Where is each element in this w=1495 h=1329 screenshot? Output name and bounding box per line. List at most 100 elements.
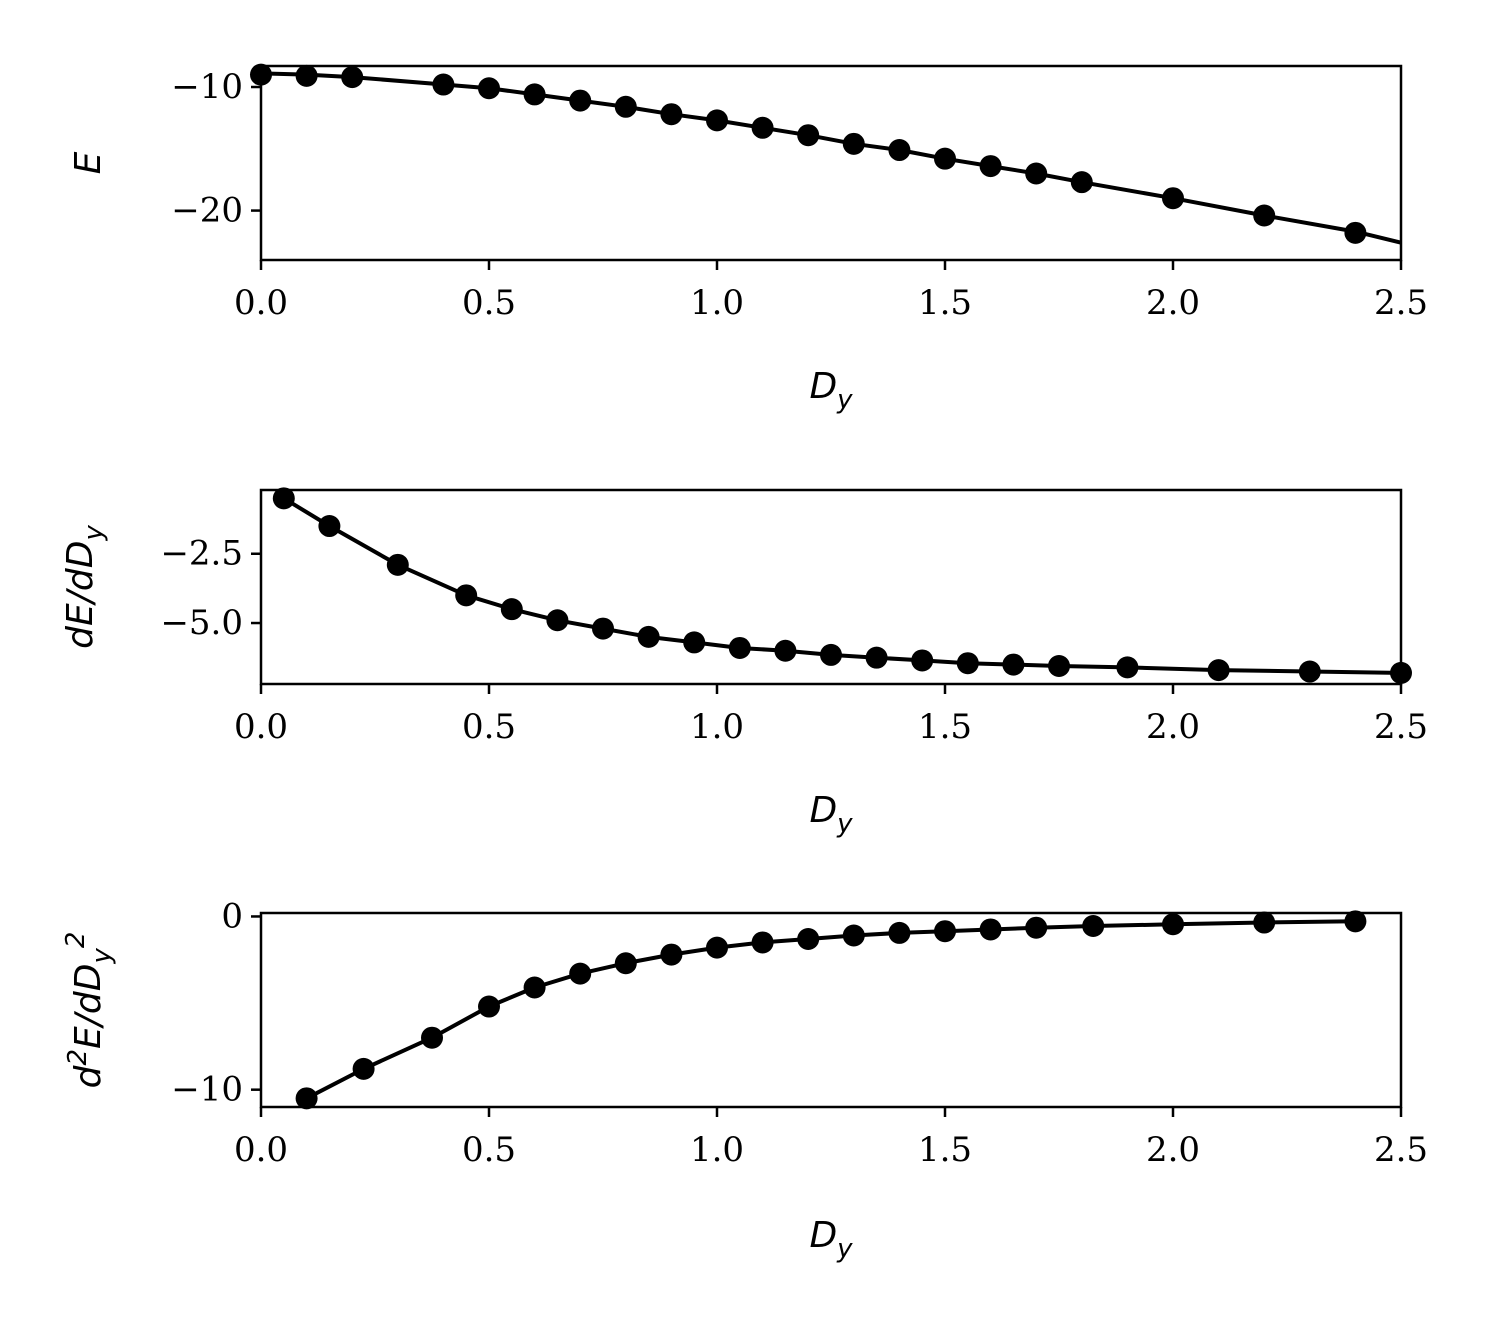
data-point — [352, 1057, 375, 1080]
x-tick-label: 0.0 — [234, 283, 288, 323]
data-point — [592, 617, 614, 640]
data-point — [523, 83, 546, 106]
data-point — [1025, 916, 1048, 939]
data-point — [660, 943, 683, 966]
data-point — [1048, 654, 1070, 677]
data-point — [546, 609, 569, 632]
data-point — [1162, 913, 1184, 936]
data-point — [797, 124, 820, 147]
y-axis-label: E — [68, 151, 109, 174]
x-tick-label: 2.5 — [1374, 283, 1428, 323]
data-point — [250, 63, 272, 86]
data-point — [432, 73, 455, 96]
data-point — [979, 918, 1002, 941]
data-point — [1162, 187, 1184, 210]
data-point — [421, 1026, 443, 1049]
x-tick-label: 2.5 — [1374, 707, 1428, 747]
data-point — [706, 936, 728, 959]
data-point — [728, 636, 751, 659]
data-point — [295, 1087, 318, 1110]
x-axis-label: Dy — [809, 790, 853, 839]
data-point — [569, 89, 592, 112]
data-point — [569, 962, 592, 985]
x-tick-label: 2.5 — [1374, 1130, 1428, 1170]
data-point — [1344, 221, 1367, 244]
x-axis-label: Dy — [809, 1215, 853, 1264]
y-tick-label: −5.0 — [160, 603, 243, 643]
data-point — [341, 66, 364, 89]
data-point — [797, 927, 820, 950]
data-point — [1025, 162, 1048, 185]
x-tick-label: 1.0 — [690, 707, 744, 747]
x-tick-label: 0.0 — [234, 1130, 288, 1170]
x-axis-label: Dy — [809, 366, 853, 415]
data-point — [660, 103, 683, 126]
x-tick-label: 2.0 — [1146, 1130, 1200, 1170]
plot-frame — [259, 64, 1403, 262]
y-axis-label: dE/dDy — [60, 525, 109, 649]
data-point — [911, 649, 934, 672]
x-tick-label: 1.0 — [690, 1130, 744, 1170]
series-line — [261, 71, 1401, 245]
data-point — [1253, 204, 1276, 227]
data-point — [706, 109, 728, 132]
data-point — [1390, 661, 1412, 684]
data-point — [683, 631, 706, 654]
data-point — [614, 95, 637, 118]
data-point — [1082, 914, 1105, 937]
data-point — [1207, 659, 1230, 682]
data-point — [1298, 660, 1321, 683]
x-tick-label: 0.5 — [462, 283, 516, 323]
chart-panel-1: 0.0 0.5 1.0 1.5 2.0 2.5 −10 −20 Dy E — [68, 63, 1428, 415]
data-point — [614, 952, 637, 975]
y-tick-label: −10 — [171, 1070, 243, 1110]
data-point — [934, 147, 956, 170]
x-tick-label: 2.0 — [1146, 707, 1200, 747]
data-point — [751, 116, 774, 139]
data-point — [478, 77, 500, 100]
x-tick-label: 1.0 — [690, 283, 744, 323]
x-tick-label: 1.5 — [918, 283, 972, 323]
data-point — [888, 139, 911, 162]
data-point — [956, 652, 979, 675]
x-tick-label: 1.5 — [918, 707, 972, 747]
data-point — [1116, 656, 1139, 679]
data-point — [820, 643, 842, 666]
data-point — [751, 931, 774, 954]
data-point — [478, 995, 500, 1018]
data-point — [455, 584, 478, 607]
data-point — [1070, 171, 1093, 194]
data-point — [318, 515, 341, 538]
x-tick-label: 2.0 — [1146, 283, 1200, 323]
plot-frame — [259, 911, 1403, 1109]
data-point — [386, 553, 409, 576]
data-point — [500, 598, 523, 621]
chart-panel-2: 0.0 0.5 1.0 1.5 2.0 2.5 −2.5 −5.0 Dy dE/dDy — [60, 487, 1428, 839]
data-point — [295, 64, 318, 87]
x-tick-label: 0.5 — [462, 1130, 516, 1170]
data-point — [637, 625, 660, 648]
y-tick-label: 0 — [221, 896, 243, 936]
y-tick-label: −10 — [171, 67, 243, 107]
data-point — [272, 487, 295, 510]
data-point — [842, 132, 865, 155]
data-point — [1253, 911, 1276, 934]
data-point — [979, 155, 1002, 178]
series-line — [305, 919, 1356, 1101]
series-line — [282, 496, 1401, 675]
plot-frame — [259, 488, 1403, 686]
data-point — [523, 976, 546, 999]
y-tick-label: −2.5 — [160, 534, 243, 574]
chart-panel-3: 0.0 0.5 1.0 1.5 2.0 2.5 0 −10 Dy d2E/dDy2 — [61, 896, 1428, 1264]
y-axis-label: d2E/dDy2 — [61, 932, 117, 1089]
data-point — [934, 920, 956, 943]
data-point — [1344, 910, 1367, 933]
x-tick-label: 0.0 — [234, 707, 288, 747]
x-tick-label: 1.5 — [918, 1130, 972, 1170]
data-point — [774, 639, 797, 662]
data-point — [1002, 653, 1025, 676]
x-tick-label: 0.5 — [462, 707, 516, 747]
data-point — [865, 646, 888, 669]
data-point — [842, 924, 865, 947]
